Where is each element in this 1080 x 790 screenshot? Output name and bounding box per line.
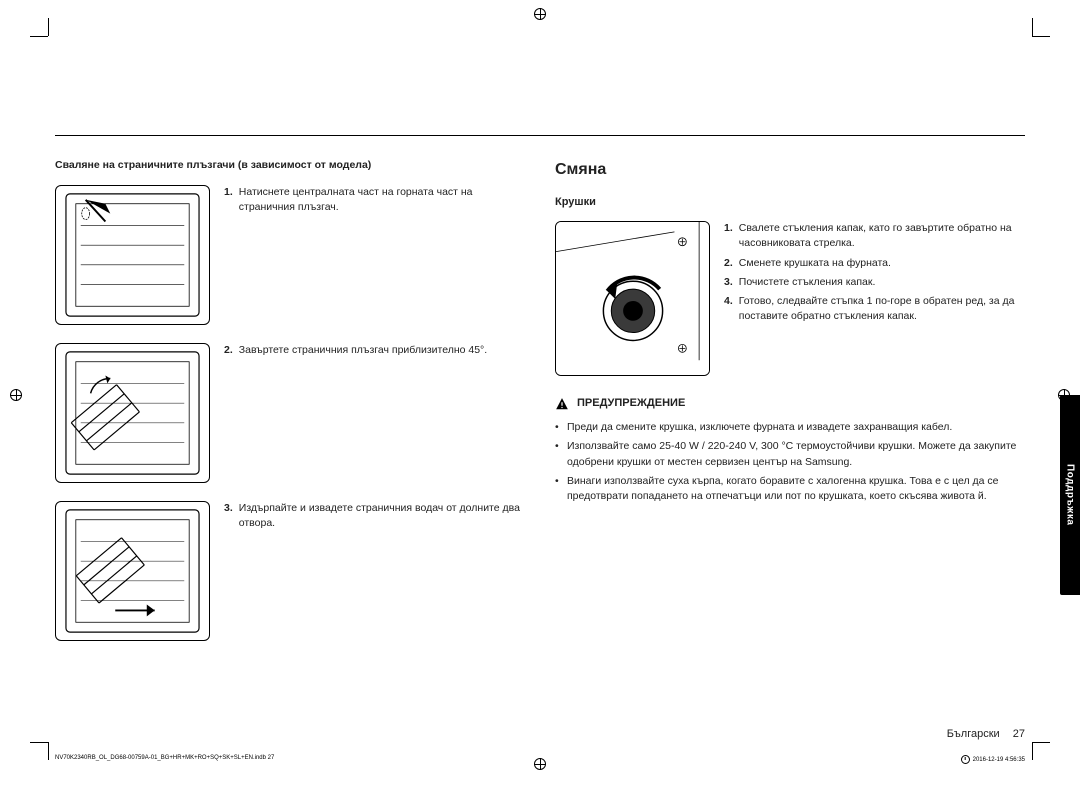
step-1-body: Натиснете централната част на горната ча…	[239, 185, 525, 325]
crop-mark-tr	[1032, 18, 1050, 36]
step-row-3: 3. Издърпайте и извадете страничния вода…	[55, 501, 525, 641]
bulb-steps: 1.Свалете стъкления капак, като го завър…	[724, 221, 1025, 376]
left-column: Сваляне на страничните плъзгачи (в завис…	[55, 158, 525, 659]
illustration-runner-remove	[55, 501, 210, 641]
clock-icon	[961, 755, 970, 764]
illustration-runner-press	[55, 185, 210, 325]
right-subheading: Крушки	[555, 195, 1025, 211]
step-3-num: 3.	[224, 501, 233, 641]
warning-item: Използвайте само 25-40 W / 220-240 V, 30…	[555, 439, 1025, 469]
crop-mark-tl	[30, 18, 48, 36]
footer-language: Български	[947, 728, 1000, 740]
step-row-2: 2. Завъртете страничния плъзгач приблизи…	[55, 343, 525, 483]
bulb-1-n: 1.	[724, 221, 733, 251]
step-3-body: Издърпайте и извадете страничния водач о…	[239, 501, 525, 641]
print-metadata: NV70K2340RB_OL_DG68-00759A-01_BG+HR+MK+R…	[55, 755, 1025, 764]
right-column: Смяна Крушки	[555, 158, 1025, 659]
bulb-4-n: 4.	[724, 294, 733, 324]
left-heading: Сваляне на страничните плъзгачи (в завис…	[55, 158, 525, 173]
warning-icon	[555, 397, 569, 411]
step-1-num: 1.	[224, 185, 233, 325]
warning-header: ПРЕДУПРЕЖДЕНИЕ	[555, 396, 1025, 412]
step-2-body: Завъртете страничния плъзгач приблизител…	[239, 343, 487, 483]
warning-label: ПРЕДУПРЕЖДЕНИЕ	[577, 396, 685, 412]
illustration-runner-rotate	[55, 343, 210, 483]
print-timestamp: 2016-12-19 4:56:35	[973, 757, 1025, 763]
bulb-4-t: Готово, следвайте стъпка 1 по-горе в обр…	[739, 294, 1025, 324]
crop-mark-bl	[30, 742, 48, 760]
step-2-text: 2. Завъртете страничния плъзгач приблизи…	[224, 343, 525, 483]
warning-list: Преди да смените крушка, изключете фурна…	[555, 420, 1025, 504]
warning-item: Преди да смените крушка, изключете фурна…	[555, 420, 1025, 435]
right-section-title: Смяна	[555, 158, 1025, 181]
bulb-2-t: Сменете крушката на фурната.	[739, 256, 891, 271]
header-rule	[55, 135, 1025, 136]
illustration-bulb	[555, 221, 710, 376]
registration-mark-left	[10, 389, 22, 401]
footer-page-number: 27	[1013, 728, 1025, 740]
print-filename: NV70K2340RB_OL_DG68-00759A-01_BG+HR+MK+R…	[55, 755, 274, 764]
registration-mark-top	[534, 8, 546, 20]
step-3-text: 3. Издърпайте и извадете страничния вода…	[224, 501, 525, 641]
bulb-1-t: Свалете стъкления капак, като го завърти…	[739, 221, 1025, 251]
section-tab-label: Поддръжка	[1065, 464, 1076, 525]
section-tab: Поддръжка	[1060, 395, 1080, 595]
bulb-3-t: Почистете стъкления капак.	[739, 275, 876, 290]
crop-mark-br	[1032, 742, 1050, 760]
bulb-2-n: 2.	[724, 256, 733, 271]
bulb-3-n: 3.	[724, 275, 733, 290]
page-content: Сваляне на страничните плъзгачи (в завис…	[55, 40, 1025, 740]
warning-item: Винаги използвайте суха кърпа, когато бо…	[555, 474, 1025, 504]
step-2-num: 2.	[224, 343, 233, 483]
page-footer: Български 27	[947, 728, 1025, 740]
step-1-text: 1. Натиснете централната част на горната…	[224, 185, 525, 325]
bulb-row: 1.Свалете стъкления капак, като го завър…	[555, 221, 1025, 376]
step-row-1: 1. Натиснете централната част на горната…	[55, 185, 525, 325]
